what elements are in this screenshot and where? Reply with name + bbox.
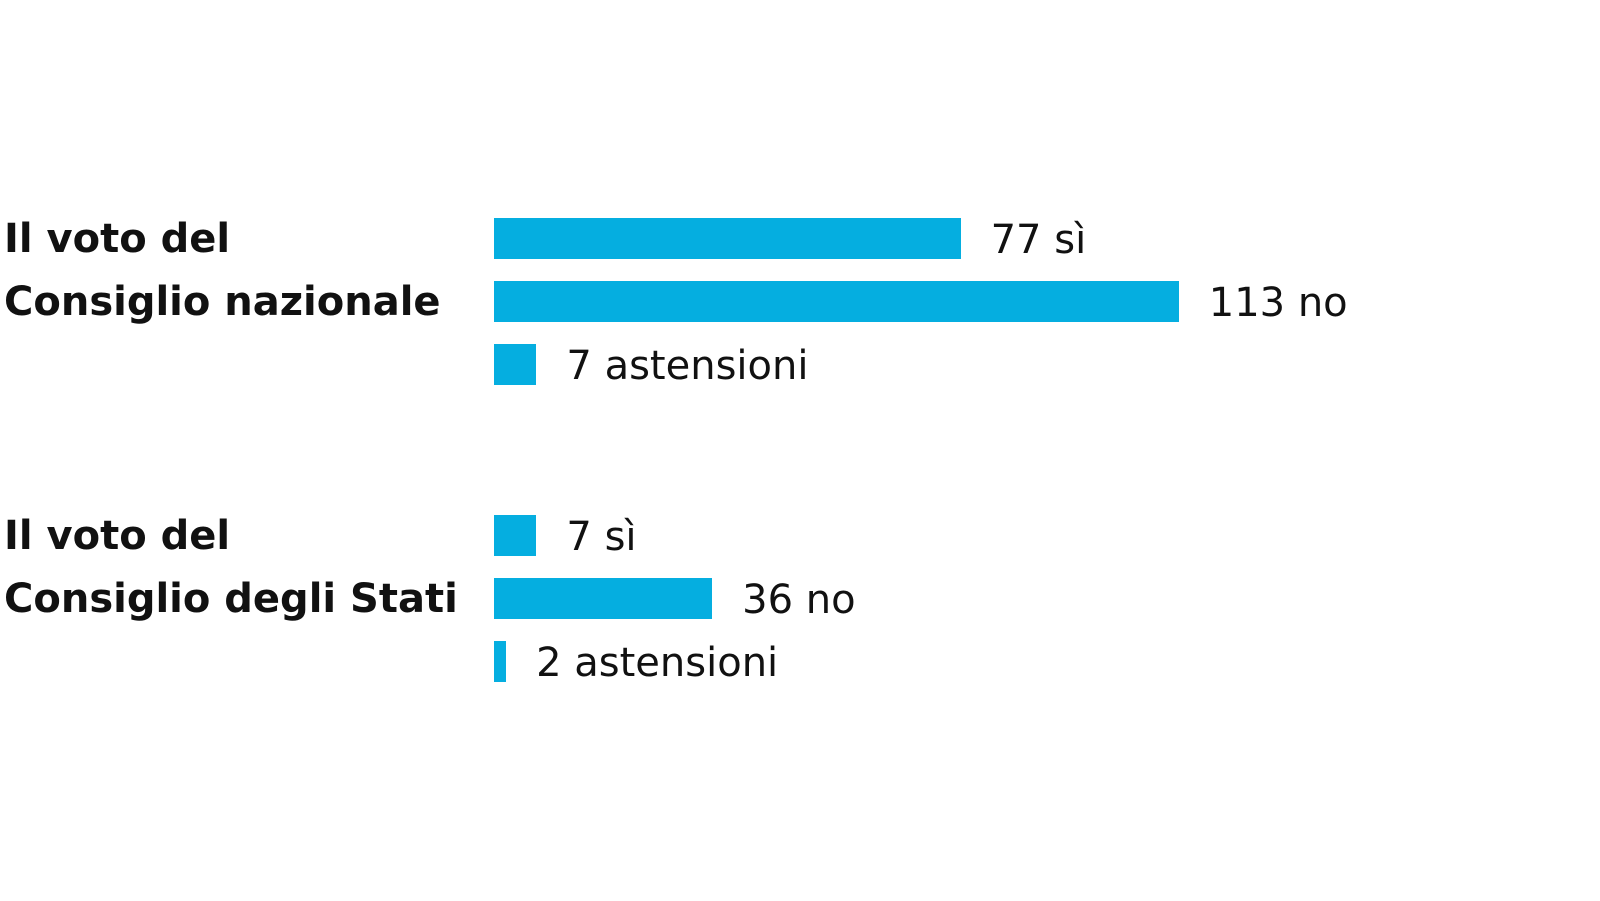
bar xyxy=(494,515,537,556)
value-label: 36 no xyxy=(742,577,856,623)
bar xyxy=(494,344,537,385)
group-title: Il voto del Consiglio degli Stati xyxy=(4,513,458,622)
value-label: 2 astensioni xyxy=(536,640,779,686)
bar xyxy=(494,218,961,259)
value-label: 7 sì xyxy=(566,514,637,560)
value-label: 7 astensioni xyxy=(566,343,809,389)
value-label: 113 no xyxy=(1208,280,1348,326)
value-label: 77 sì xyxy=(990,217,1087,263)
bar xyxy=(494,578,713,619)
bar xyxy=(494,641,507,682)
group-title: Il voto del Consiglio nazionale xyxy=(4,216,441,325)
bar xyxy=(494,281,1179,322)
